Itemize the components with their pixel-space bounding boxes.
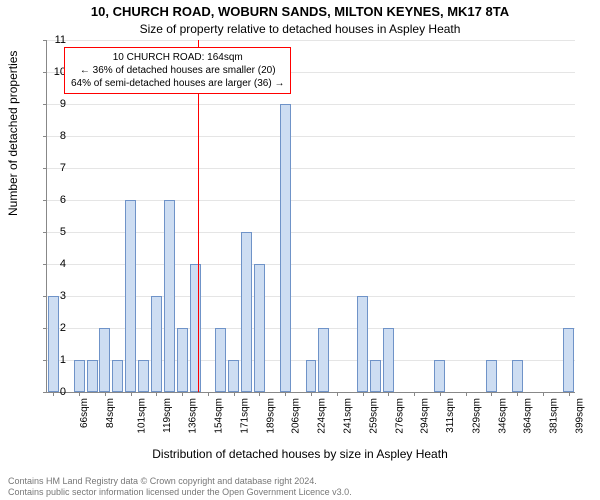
bar <box>151 296 162 392</box>
xtick-mark <box>311 392 312 396</box>
xtick-label: 66sqm <box>79 398 90 428</box>
bar <box>99 328 110 392</box>
xtick-mark <box>543 392 544 396</box>
xtick-label: 119sqm <box>162 398 173 433</box>
xtick-mark <box>337 392 338 396</box>
gridline <box>47 136 575 137</box>
marker-callout: 10 CHURCH ROAD: 164sqm← 36% of detached … <box>64 47 291 94</box>
bar <box>177 328 188 392</box>
xtick-mark <box>285 392 286 396</box>
xtick-mark <box>440 392 441 396</box>
xtick-mark <box>182 392 183 396</box>
xtick-label: 276sqm <box>394 398 405 434</box>
callout-line: 64% of semi-detached houses are larger (… <box>71 77 284 90</box>
xtick-label: 206sqm <box>291 398 302 434</box>
xtick-mark <box>259 392 260 396</box>
gridline <box>47 104 575 105</box>
bar <box>306 360 317 392</box>
xtick-label: 171sqm <box>240 398 251 434</box>
xtick-mark <box>466 392 467 396</box>
xtick-label: 241sqm <box>343 398 354 434</box>
xtick-mark <box>79 392 80 396</box>
bar <box>228 360 239 392</box>
xtick-label: 364sqm <box>523 398 534 434</box>
xtick-label: 189sqm <box>265 398 276 434</box>
bar <box>125 200 136 392</box>
bar <box>190 264 201 392</box>
ytick-label: 6 <box>46 194 66 206</box>
xtick-mark <box>517 392 518 396</box>
bar <box>241 232 252 392</box>
ytick-label: 1 <box>46 354 66 366</box>
bar <box>74 360 85 392</box>
xtick-label: 381sqm <box>549 398 560 434</box>
xtick-mark <box>208 392 209 396</box>
page-title: 10, CHURCH ROAD, WOBURN SANDS, MILTON KE… <box>0 4 600 19</box>
ytick-label: 2 <box>46 322 66 334</box>
footer-attribution: Contains HM Land Registry data © Crown c… <box>8 476 352 499</box>
bar <box>138 360 149 392</box>
ytick-label: 3 <box>46 290 66 302</box>
xtick-mark <box>569 392 570 396</box>
callout-line: ← 36% of detached houses are smaller (20… <box>71 64 284 77</box>
bar <box>280 104 291 392</box>
ytick-label: 7 <box>46 162 66 174</box>
xtick-label: 224sqm <box>317 398 328 434</box>
footer-line-1: Contains HM Land Registry data © Crown c… <box>8 476 352 487</box>
ytick-label: 9 <box>46 98 66 110</box>
callout-title: 10 CHURCH ROAD: 164sqm <box>71 51 284 64</box>
xtick-mark <box>234 392 235 396</box>
ytick-label: 8 <box>46 130 66 142</box>
ytick-label: 11 <box>46 34 66 46</box>
xtick-label: 311sqm <box>445 398 456 433</box>
xtick-label: 399sqm <box>574 398 585 434</box>
bar <box>215 328 226 392</box>
xtick-mark <box>105 392 106 396</box>
xtick-label: 154sqm <box>214 398 225 434</box>
footer-line-2: Contains public sector information licen… <box>8 487 352 498</box>
xtick-mark <box>491 392 492 396</box>
xtick-label: 84sqm <box>105 398 116 428</box>
xtick-mark <box>363 392 364 396</box>
bar <box>318 328 329 392</box>
bar <box>486 360 497 392</box>
bar <box>383 328 394 392</box>
xtick-mark <box>156 392 157 396</box>
ytick-label: 10 <box>46 66 66 78</box>
bar <box>48 296 59 392</box>
ytick-label: 0 <box>46 386 66 398</box>
xtick-label: 346sqm <box>497 398 508 434</box>
x-axis-label: Distribution of detached houses by size … <box>0 447 600 461</box>
gridline <box>47 168 575 169</box>
gridline <box>47 40 575 41</box>
ytick-label: 4 <box>46 258 66 270</box>
bar <box>112 360 123 392</box>
xtick-mark <box>131 392 132 396</box>
bar <box>357 296 368 392</box>
page-subtitle: Size of property relative to detached ho… <box>0 22 600 36</box>
xtick-mark <box>414 392 415 396</box>
bar <box>563 328 574 392</box>
xtick-mark <box>388 392 389 396</box>
y-axis-label: Number of detached properties <box>6 51 20 216</box>
xtick-label: 294sqm <box>420 398 431 434</box>
xtick-label: 259sqm <box>368 398 379 434</box>
bar <box>164 200 175 392</box>
bar <box>254 264 265 392</box>
xtick-label: 329sqm <box>471 398 482 434</box>
bar <box>87 360 98 392</box>
bar <box>512 360 523 392</box>
ytick-label: 5 <box>46 226 66 238</box>
xtick-label: 136sqm <box>188 398 199 434</box>
bar <box>434 360 445 392</box>
bar <box>370 360 381 392</box>
xtick-label: 101sqm <box>137 398 148 434</box>
